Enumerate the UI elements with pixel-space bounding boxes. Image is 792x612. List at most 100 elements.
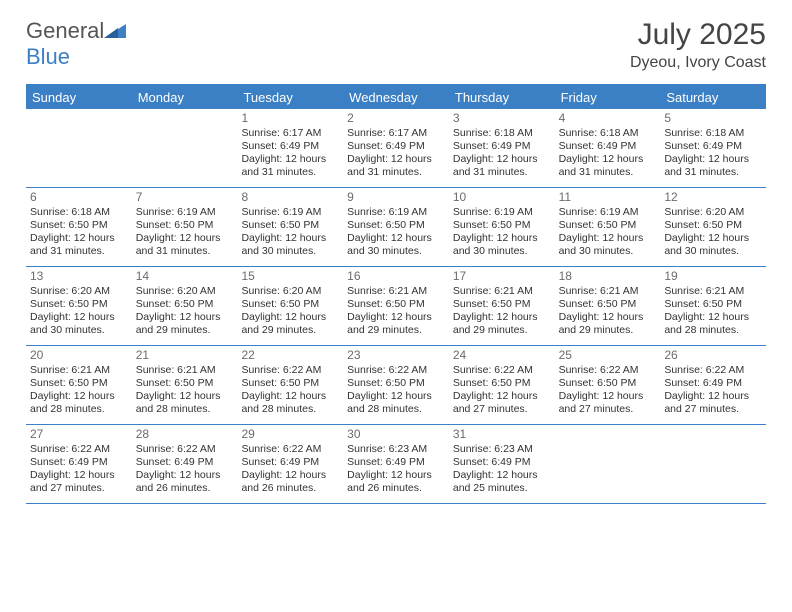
daylight-line: Daylight: 12 hours and 31 minutes. <box>453 153 551 179</box>
week-row: 27Sunrise: 6:22 AMSunset: 6:49 PMDayligh… <box>26 425 766 504</box>
sunrise-line: Sunrise: 6:20 AM <box>136 285 234 298</box>
sunset-line: Sunset: 6:50 PM <box>30 219 128 232</box>
sunrise-line: Sunrise: 6:18 AM <box>559 127 657 140</box>
daylight-line: Daylight: 12 hours and 29 minutes. <box>241 311 339 337</box>
date-number: 29 <box>241 427 339 442</box>
sunset-line: Sunset: 6:50 PM <box>559 219 657 232</box>
day-cell: 31Sunrise: 6:23 AMSunset: 6:49 PMDayligh… <box>449 425 555 503</box>
sunset-line: Sunset: 6:49 PM <box>664 377 762 390</box>
sunrise-line: Sunrise: 6:23 AM <box>453 443 551 456</box>
date-number: 7 <box>136 190 234 205</box>
sunrise-line: Sunrise: 6:22 AM <box>136 443 234 456</box>
title-block: July 2025 Dyeou, Ivory Coast <box>630 18 766 72</box>
sunrise-line: Sunrise: 6:20 AM <box>241 285 339 298</box>
day-header-friday: Friday <box>555 86 661 109</box>
empty-cell <box>555 425 661 503</box>
sunset-line: Sunset: 6:49 PM <box>347 140 445 153</box>
sunset-line: Sunset: 6:50 PM <box>136 219 234 232</box>
date-number: 4 <box>559 111 657 126</box>
day-cell: 11Sunrise: 6:19 AMSunset: 6:50 PMDayligh… <box>555 188 661 266</box>
empty-cell <box>26 109 132 187</box>
daylight-line: Daylight: 12 hours and 30 minutes. <box>664 232 762 258</box>
date-number: 9 <box>347 190 445 205</box>
day-cell: 16Sunrise: 6:21 AMSunset: 6:50 PMDayligh… <box>343 267 449 345</box>
sunset-line: Sunset: 6:49 PM <box>453 456 551 469</box>
sunrise-line: Sunrise: 6:21 AM <box>136 364 234 377</box>
day-cell: 22Sunrise: 6:22 AMSunset: 6:50 PMDayligh… <box>237 346 343 424</box>
empty-cell <box>660 425 766 503</box>
calendar-page: GeneralBlue July 2025 Dyeou, Ivory Coast… <box>0 0 792 522</box>
daylight-line: Daylight: 12 hours and 28 minutes. <box>241 390 339 416</box>
day-cell: 9Sunrise: 6:19 AMSunset: 6:50 PMDaylight… <box>343 188 449 266</box>
calendar-grid: SundayMondayTuesdayWednesdayThursdayFrid… <box>26 84 766 504</box>
date-number: 20 <box>30 348 128 363</box>
page-title: July 2025 <box>630 18 766 52</box>
sunset-line: Sunset: 6:49 PM <box>241 456 339 469</box>
sunrise-line: Sunrise: 6:22 AM <box>241 443 339 456</box>
day-cell: 12Sunrise: 6:20 AMSunset: 6:50 PMDayligh… <box>660 188 766 266</box>
sunrise-line: Sunrise: 6:22 AM <box>347 364 445 377</box>
sunrise-line: Sunrise: 6:21 AM <box>347 285 445 298</box>
sunrise-line: Sunrise: 6:18 AM <box>664 127 762 140</box>
daylight-line: Daylight: 12 hours and 26 minutes. <box>241 469 339 495</box>
day-header-saturday: Saturday <box>660 86 766 109</box>
daylight-line: Daylight: 12 hours and 31 minutes. <box>30 232 128 258</box>
sunset-line: Sunset: 6:49 PM <box>347 456 445 469</box>
daylight-line: Daylight: 12 hours and 29 minutes. <box>453 311 551 337</box>
date-number: 26 <box>664 348 762 363</box>
day-cell: 27Sunrise: 6:22 AMSunset: 6:49 PMDayligh… <box>26 425 132 503</box>
sunset-line: Sunset: 6:50 PM <box>136 298 234 311</box>
sunset-line: Sunset: 6:50 PM <box>241 219 339 232</box>
sunset-line: Sunset: 6:49 PM <box>241 140 339 153</box>
daylight-line: Daylight: 12 hours and 30 minutes. <box>559 232 657 258</box>
date-number: 17 <box>453 269 551 284</box>
sunset-line: Sunset: 6:50 PM <box>30 298 128 311</box>
daylight-line: Daylight: 12 hours and 28 minutes. <box>664 311 762 337</box>
sunset-line: Sunset: 6:49 PM <box>30 456 128 469</box>
day-cell: 21Sunrise: 6:21 AMSunset: 6:50 PMDayligh… <box>132 346 238 424</box>
sunrise-line: Sunrise: 6:19 AM <box>136 206 234 219</box>
sunrise-line: Sunrise: 6:20 AM <box>30 285 128 298</box>
sunset-line: Sunset: 6:49 PM <box>453 140 551 153</box>
sunset-line: Sunset: 6:50 PM <box>30 377 128 390</box>
day-cell: 19Sunrise: 6:21 AMSunset: 6:50 PMDayligh… <box>660 267 766 345</box>
day-cell: 17Sunrise: 6:21 AMSunset: 6:50 PMDayligh… <box>449 267 555 345</box>
sunset-line: Sunset: 6:50 PM <box>453 298 551 311</box>
date-number: 19 <box>664 269 762 284</box>
day-cell: 29Sunrise: 6:22 AMSunset: 6:49 PMDayligh… <box>237 425 343 503</box>
daylight-line: Daylight: 12 hours and 31 minutes. <box>664 153 762 179</box>
daylight-line: Daylight: 12 hours and 30 minutes. <box>347 232 445 258</box>
date-number: 3 <box>453 111 551 126</box>
sunrise-line: Sunrise: 6:17 AM <box>347 127 445 140</box>
day-cell: 15Sunrise: 6:20 AMSunset: 6:50 PMDayligh… <box>237 267 343 345</box>
empty-cell <box>132 109 238 187</box>
date-number: 28 <box>136 427 234 442</box>
sunrise-line: Sunrise: 6:19 AM <box>241 206 339 219</box>
day-cell: 14Sunrise: 6:20 AMSunset: 6:50 PMDayligh… <box>132 267 238 345</box>
brand-blue: Blue <box>26 44 70 69</box>
sunrise-line: Sunrise: 6:20 AM <box>664 206 762 219</box>
day-cell: 4Sunrise: 6:18 AMSunset: 6:49 PMDaylight… <box>555 109 661 187</box>
sunrise-line: Sunrise: 6:18 AM <box>453 127 551 140</box>
weeks-container: 1Sunrise: 6:17 AMSunset: 6:49 PMDaylight… <box>26 109 766 504</box>
daylight-line: Daylight: 12 hours and 29 minutes. <box>559 311 657 337</box>
daylight-line: Daylight: 12 hours and 29 minutes. <box>347 311 445 337</box>
day-cell: 10Sunrise: 6:19 AMSunset: 6:50 PMDayligh… <box>449 188 555 266</box>
sunrise-line: Sunrise: 6:21 AM <box>664 285 762 298</box>
date-number: 1 <box>241 111 339 126</box>
sunrise-line: Sunrise: 6:22 AM <box>453 364 551 377</box>
date-number: 8 <box>241 190 339 205</box>
date-number: 22 <box>241 348 339 363</box>
date-number: 6 <box>30 190 128 205</box>
sunset-line: Sunset: 6:49 PM <box>559 140 657 153</box>
daylight-line: Daylight: 12 hours and 30 minutes. <box>30 311 128 337</box>
daylight-line: Daylight: 12 hours and 30 minutes. <box>241 232 339 258</box>
sunset-line: Sunset: 6:50 PM <box>453 377 551 390</box>
day-cell: 26Sunrise: 6:22 AMSunset: 6:49 PMDayligh… <box>660 346 766 424</box>
daylight-line: Daylight: 12 hours and 27 minutes. <box>453 390 551 416</box>
date-number: 25 <box>559 348 657 363</box>
date-number: 23 <box>347 348 445 363</box>
daylight-line: Daylight: 12 hours and 28 minutes. <box>136 390 234 416</box>
sunrise-line: Sunrise: 6:17 AM <box>241 127 339 140</box>
sunset-line: Sunset: 6:50 PM <box>136 377 234 390</box>
